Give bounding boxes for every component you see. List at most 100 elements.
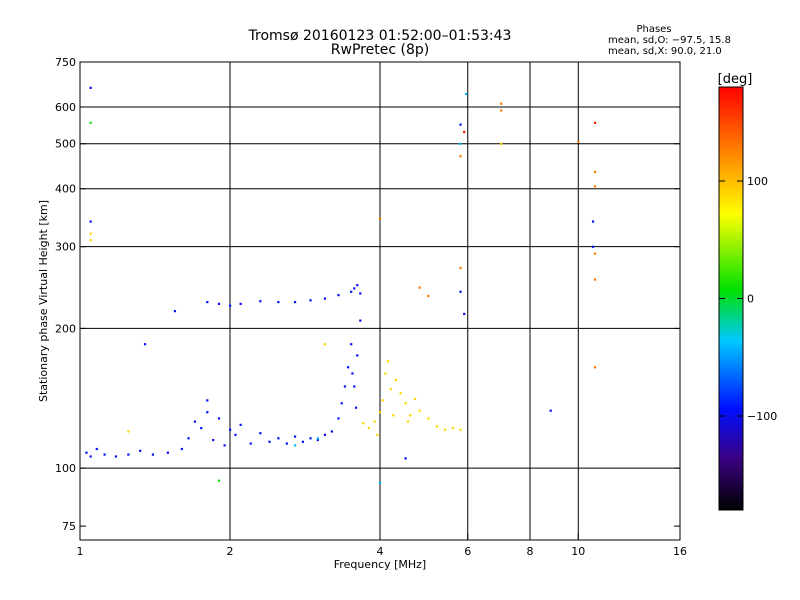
data-point [309,437,312,440]
data-point [399,392,402,395]
data-point [301,440,305,443]
data-point [293,444,297,447]
data-point [259,432,262,435]
x-tick-label: 10 [571,545,585,558]
data-point [459,290,462,293]
data-point [413,397,417,401]
data-point [200,427,203,430]
data-point [384,372,387,375]
data-point [459,142,462,145]
data-point [463,312,466,316]
data-point [259,300,262,303]
data-point [206,300,209,304]
data-point [435,425,438,428]
stats-title: Phases [636,24,671,35]
data-point [89,239,92,242]
data-point [316,437,319,440]
data-point [359,292,362,295]
chart-title: Tromsø 20160123 01:52:00–01:53:43 [248,28,512,44]
data-point [346,366,350,369]
data-point [459,428,462,431]
data-point [127,430,130,433]
data-point [379,217,382,220]
data-point [350,290,353,293]
data-point [89,220,92,223]
y-tick-label: 750 [55,56,76,69]
data-point [114,455,118,458]
y-tick-label: 500 [55,138,76,151]
data-point [103,453,106,456]
data-point [359,319,362,322]
data-point [89,232,92,235]
x-tick-label: 8 [527,545,534,558]
data-point [591,220,595,223]
data-point [337,417,340,420]
x-tick-label: 1 [77,545,84,558]
colorbar-label: [deg] [718,72,753,87]
data-point [193,420,197,423]
data-point [379,411,382,414]
data-point [350,343,353,346]
data-point [443,428,447,431]
y-tick-label: 200 [55,322,76,335]
axis-ticks: 1 2 4 6 8 10 16 75 100 200 300 400 500 600 750 [55,56,687,558]
data-point [151,453,155,456]
data-point [239,423,242,426]
colorbar-tick-label: 0 [747,293,754,306]
data-point [89,455,92,458]
data-point [323,433,327,436]
x-tick-label: 2 [227,545,234,558]
data-point [418,286,421,289]
data-point [229,304,232,307]
data-point [549,409,552,412]
data-point [143,343,147,346]
data-point [459,123,462,126]
colorbar-ticks: 100 0 −100 [719,175,777,423]
data-point [459,155,462,158]
y-tick-label: 75 [62,520,76,533]
data-point [89,86,92,89]
data-point [381,399,384,402]
data-point [316,438,319,442]
data-point [206,399,209,402]
data-point [229,428,232,431]
data-point [593,170,597,173]
data-point [285,442,288,445]
data-point [379,481,382,484]
y-tick-label: 400 [55,183,76,196]
data-point [212,438,215,442]
data-point [392,414,395,417]
x-tick-label: 16 [673,545,687,558]
data-point [139,449,142,452]
data-point [95,447,98,451]
data-point [464,92,468,96]
data-points [85,86,597,484]
data-point [85,451,88,454]
y-tick-label: 300 [55,241,76,254]
data-point [427,417,430,420]
data-point [234,433,237,436]
y-tick-label: 100 [55,462,76,475]
stats-line-o: mean, sd,O: −97.5, 15.8 [608,35,731,46]
data-point [427,294,430,298]
data-point [362,422,365,425]
data-point [353,385,356,388]
data-point [577,140,580,143]
data-point [217,417,221,420]
data-point [223,444,226,447]
data-point [353,287,356,290]
data-point [323,343,327,346]
data-point [337,294,340,297]
data-point [239,302,242,305]
data-point [500,102,503,105]
data-point [500,142,503,145]
data-point [354,406,358,409]
data-point [593,278,597,281]
data-point [340,402,343,405]
data-point [206,411,209,414]
data-point [187,437,190,440]
data-point [89,121,92,124]
data-point [356,284,359,287]
data-point [404,402,407,405]
